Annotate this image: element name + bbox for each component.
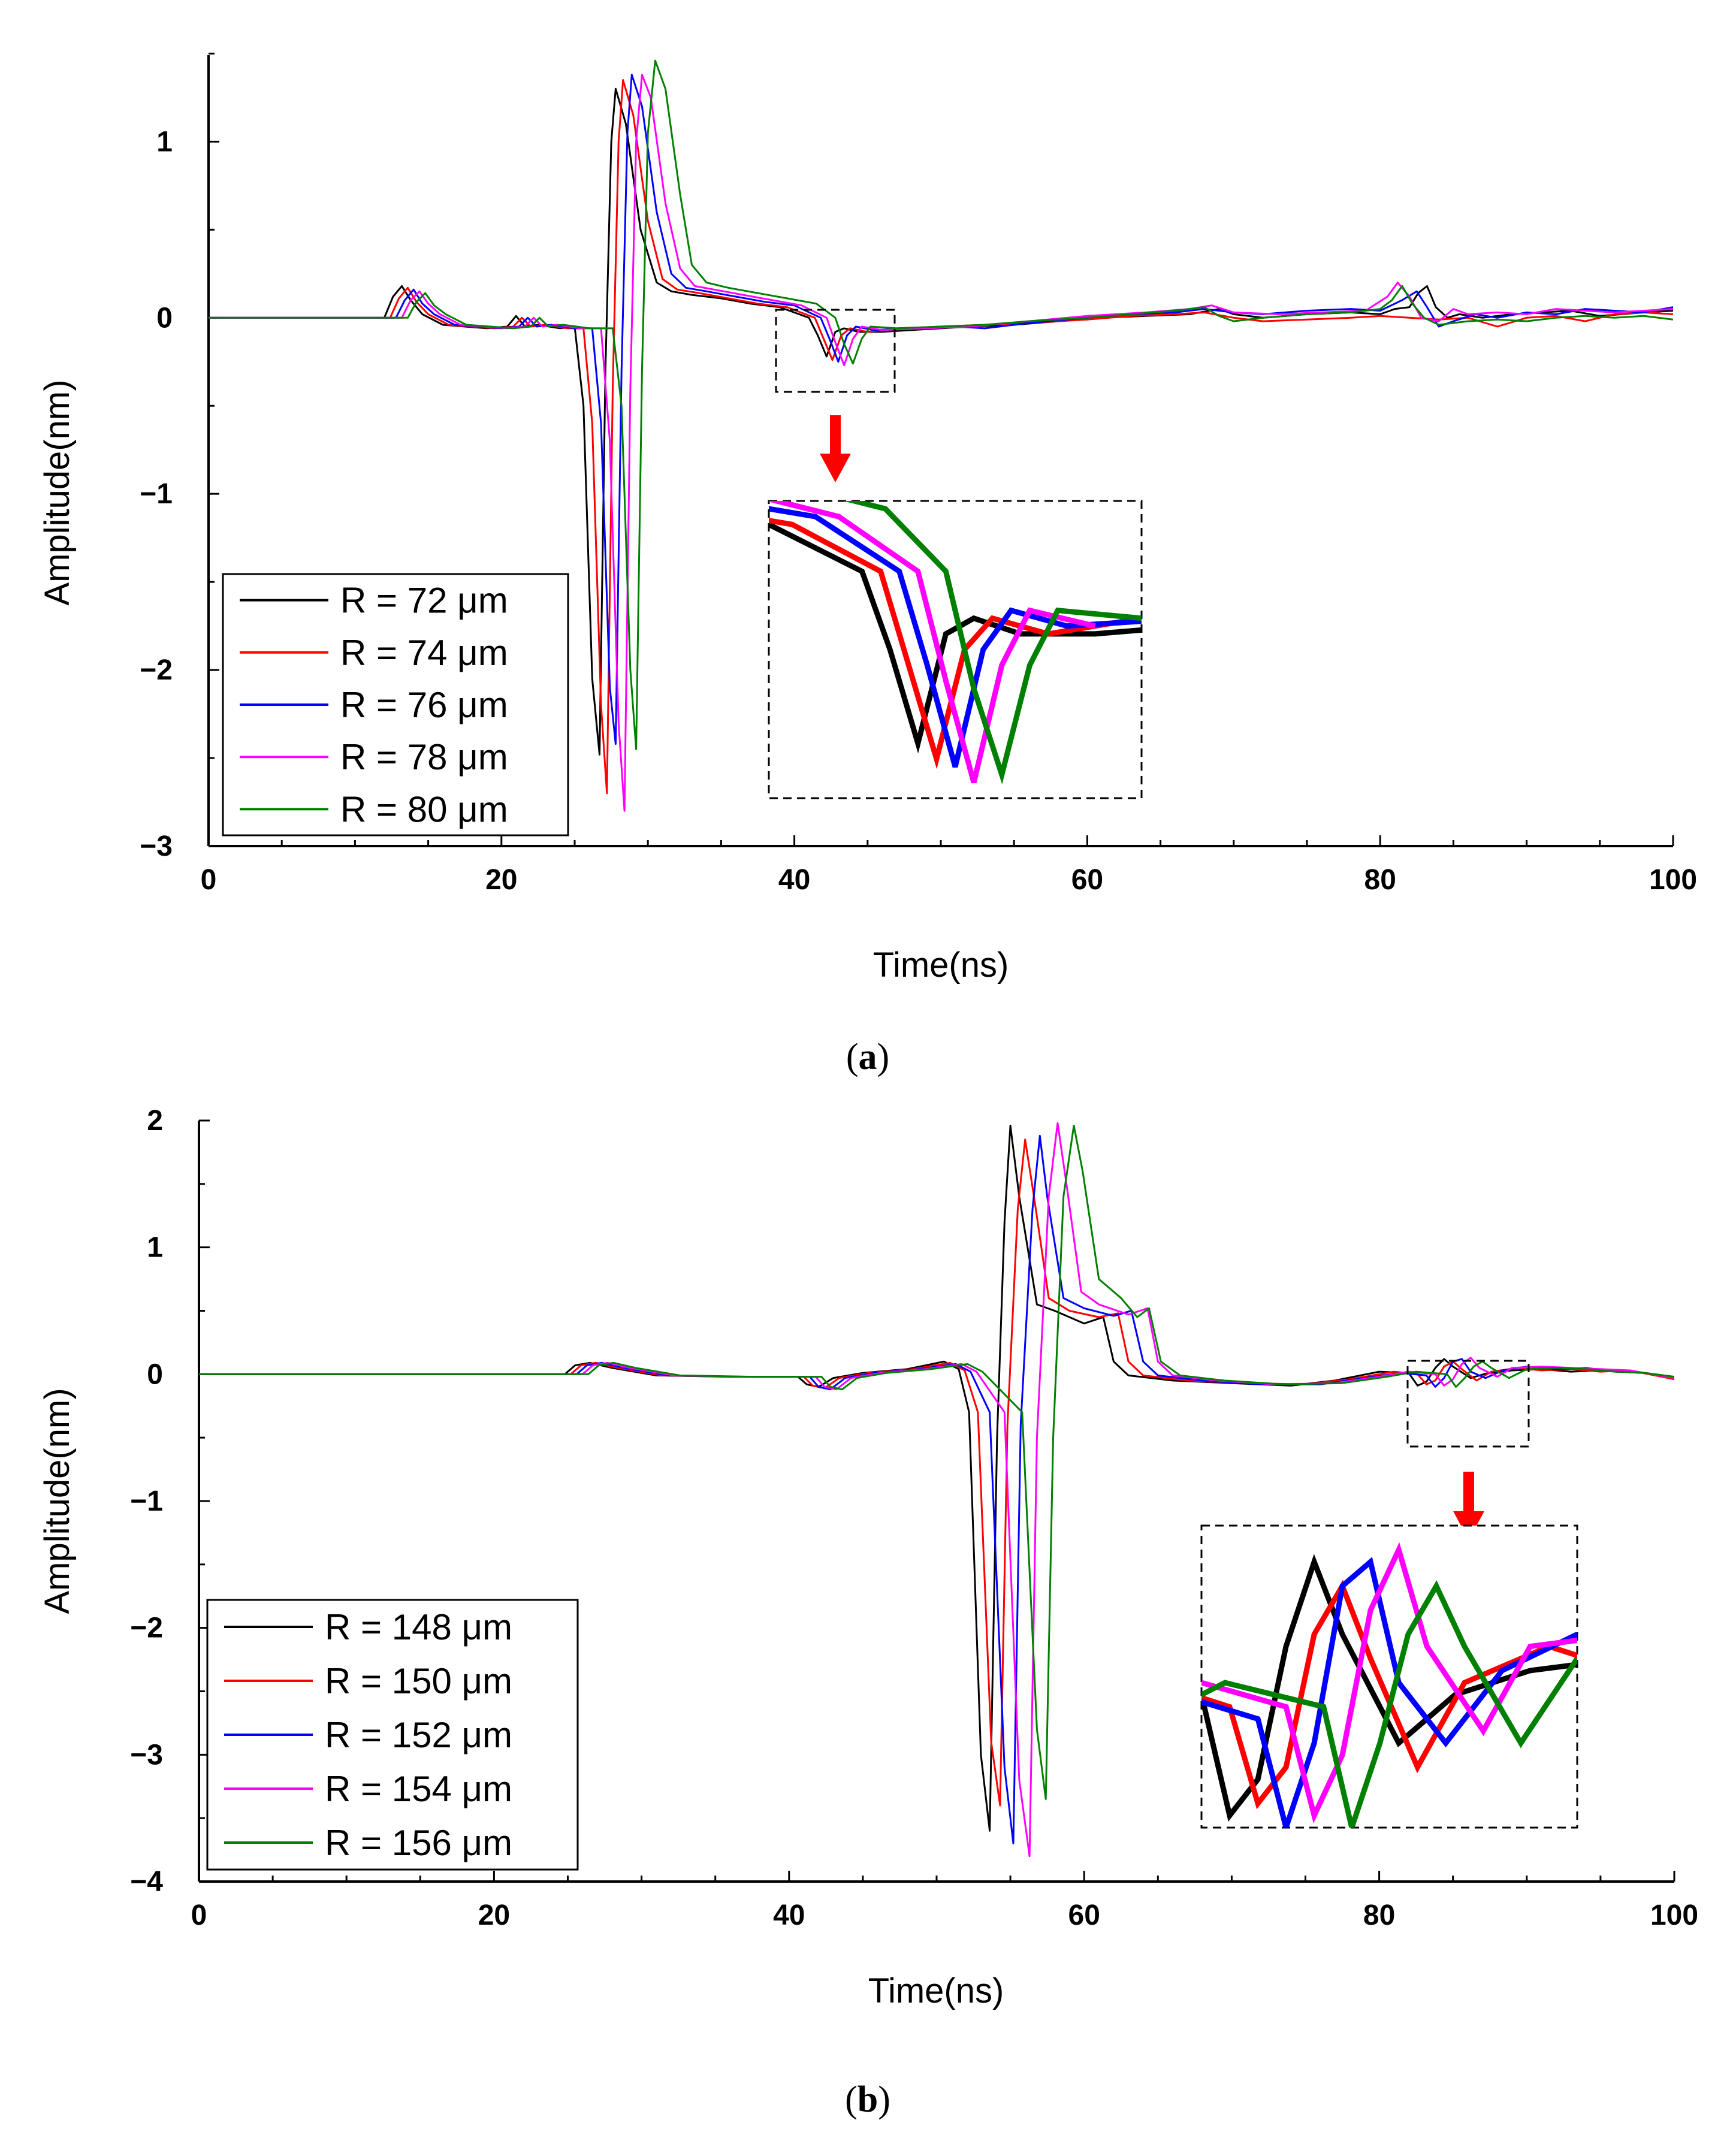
a-x-tick-label: 80 (1364, 864, 1396, 896)
a-y-tick-label: 0 (156, 302, 173, 334)
legend-label: R = 74 μm (340, 633, 508, 673)
b-x-tick-label: 0 (191, 1900, 207, 1931)
a-x-tick-label: 60 (1071, 864, 1103, 896)
a-y-tick-label: −3 (140, 831, 173, 862)
a-x-tick-label: 20 (485, 864, 517, 896)
a-zoom-arrow (820, 415, 851, 482)
a-y-tick-label: −1 (140, 478, 173, 510)
legend-label: R = 156 μm (325, 1823, 512, 1863)
inset-series-line (843, 501, 1142, 784)
inset-series-line (1201, 1542, 1577, 1824)
a-panel-letter: a (859, 1037, 877, 1077)
b-legend: R = 148 μm R = 150 μm R = 152 μm R = 154 μm… (206, 1599, 579, 1871)
b-panel-letter: b (858, 2079, 878, 2120)
a-inset-series (769, 501, 1142, 784)
series-line (209, 74, 1673, 745)
legend-label: R = 148 μm (325, 1607, 512, 1647)
series-line (199, 1122, 1674, 1858)
legend-label: R = 150 μm (325, 1661, 512, 1701)
b-legend-items: R = 148 μm R = 150 μm R = 152 μm R = 154 μm… (224, 1607, 512, 1863)
legend-label: R = 152 μm (325, 1715, 512, 1755)
series-line (199, 1125, 1674, 1800)
b-y-tick-label: 0 (147, 1358, 163, 1390)
legend-label: R = 80 μm (340, 789, 508, 829)
series-line (209, 59, 1673, 750)
b-x-tick-label: 60 (1068, 1900, 1100, 1931)
legend-label: R = 76 μm (340, 685, 508, 725)
b-y-tick-label: −4 (130, 1866, 163, 1898)
a-inset-frame (768, 500, 1143, 799)
b-y-tick-label: −3 (130, 1739, 163, 1771)
a-series (209, 59, 1673, 812)
a-y-tick-label: 1 (156, 126, 173, 158)
inset-series-line (769, 506, 1142, 768)
b-x-tick-label: 40 (773, 1900, 805, 1931)
a-x-tick-label: 40 (778, 864, 810, 896)
b-y-tick-label: 1 (147, 1232, 163, 1264)
a-legend-items: R = 72 μm R = 74 μm R = 76 μm R = 78 μm R = … (240, 581, 508, 829)
a-y-tick-label: −2 (140, 654, 173, 686)
b-y-tick-label: −2 (130, 1612, 163, 1644)
inset-series-line (769, 518, 1142, 769)
b-y-axis-title: Amplitude(nm) (38, 1388, 77, 1614)
b-panel-label: (b) (845, 2079, 890, 2120)
a-panel-label: (a) (846, 1037, 889, 1077)
a-y-axis-title: Amplitude(nm) (38, 379, 77, 605)
b-y-tick-label: 2 (147, 1105, 163, 1137)
a-x-tick-label: 0 (201, 864, 217, 896)
legend-label: R = 154 μm (325, 1769, 512, 1809)
a-x-axis-title: Time(ns) (873, 946, 1009, 985)
a-legend: R = 72 μm R = 74 μm R = 76 μm R = 78 μm R = … (222, 573, 569, 837)
b-x-tick-label: 100 (1650, 1900, 1698, 1931)
a-zoom-box (775, 309, 896, 393)
b-x-tick-label: 20 (478, 1900, 510, 1931)
inset-series-line (769, 501, 1096, 784)
b-x-tick-label: 80 (1363, 1900, 1395, 1931)
a-ticks: 0 20 40 60 80 100 1 0 −1 −2 −3 (140, 52, 1697, 896)
b-y-tick-label: −1 (130, 1485, 163, 1517)
inset-series-line (769, 522, 1142, 754)
b-x-axis-title: Time(ns) (868, 1971, 1004, 2010)
a-x-tick-label: 100 (1649, 864, 1697, 896)
inset-series-line (1201, 1580, 1577, 1828)
legend-label: R = 72 μm (340, 581, 508, 621)
panel-b: 0 20 40 60 80 100 2 1 0 −1 −2 −3 −4 R = 148 μm R = 15… (38, 1105, 1698, 2120)
series-line (199, 1134, 1674, 1844)
b-zoom-box (1406, 1360, 1530, 1448)
b-series (199, 1122, 1674, 1858)
series-line (199, 1139, 1674, 1807)
b-inset-series (1201, 1542, 1577, 1828)
legend-label: R = 78 μm (340, 737, 508, 777)
inset-series-line (1201, 1557, 1577, 1828)
